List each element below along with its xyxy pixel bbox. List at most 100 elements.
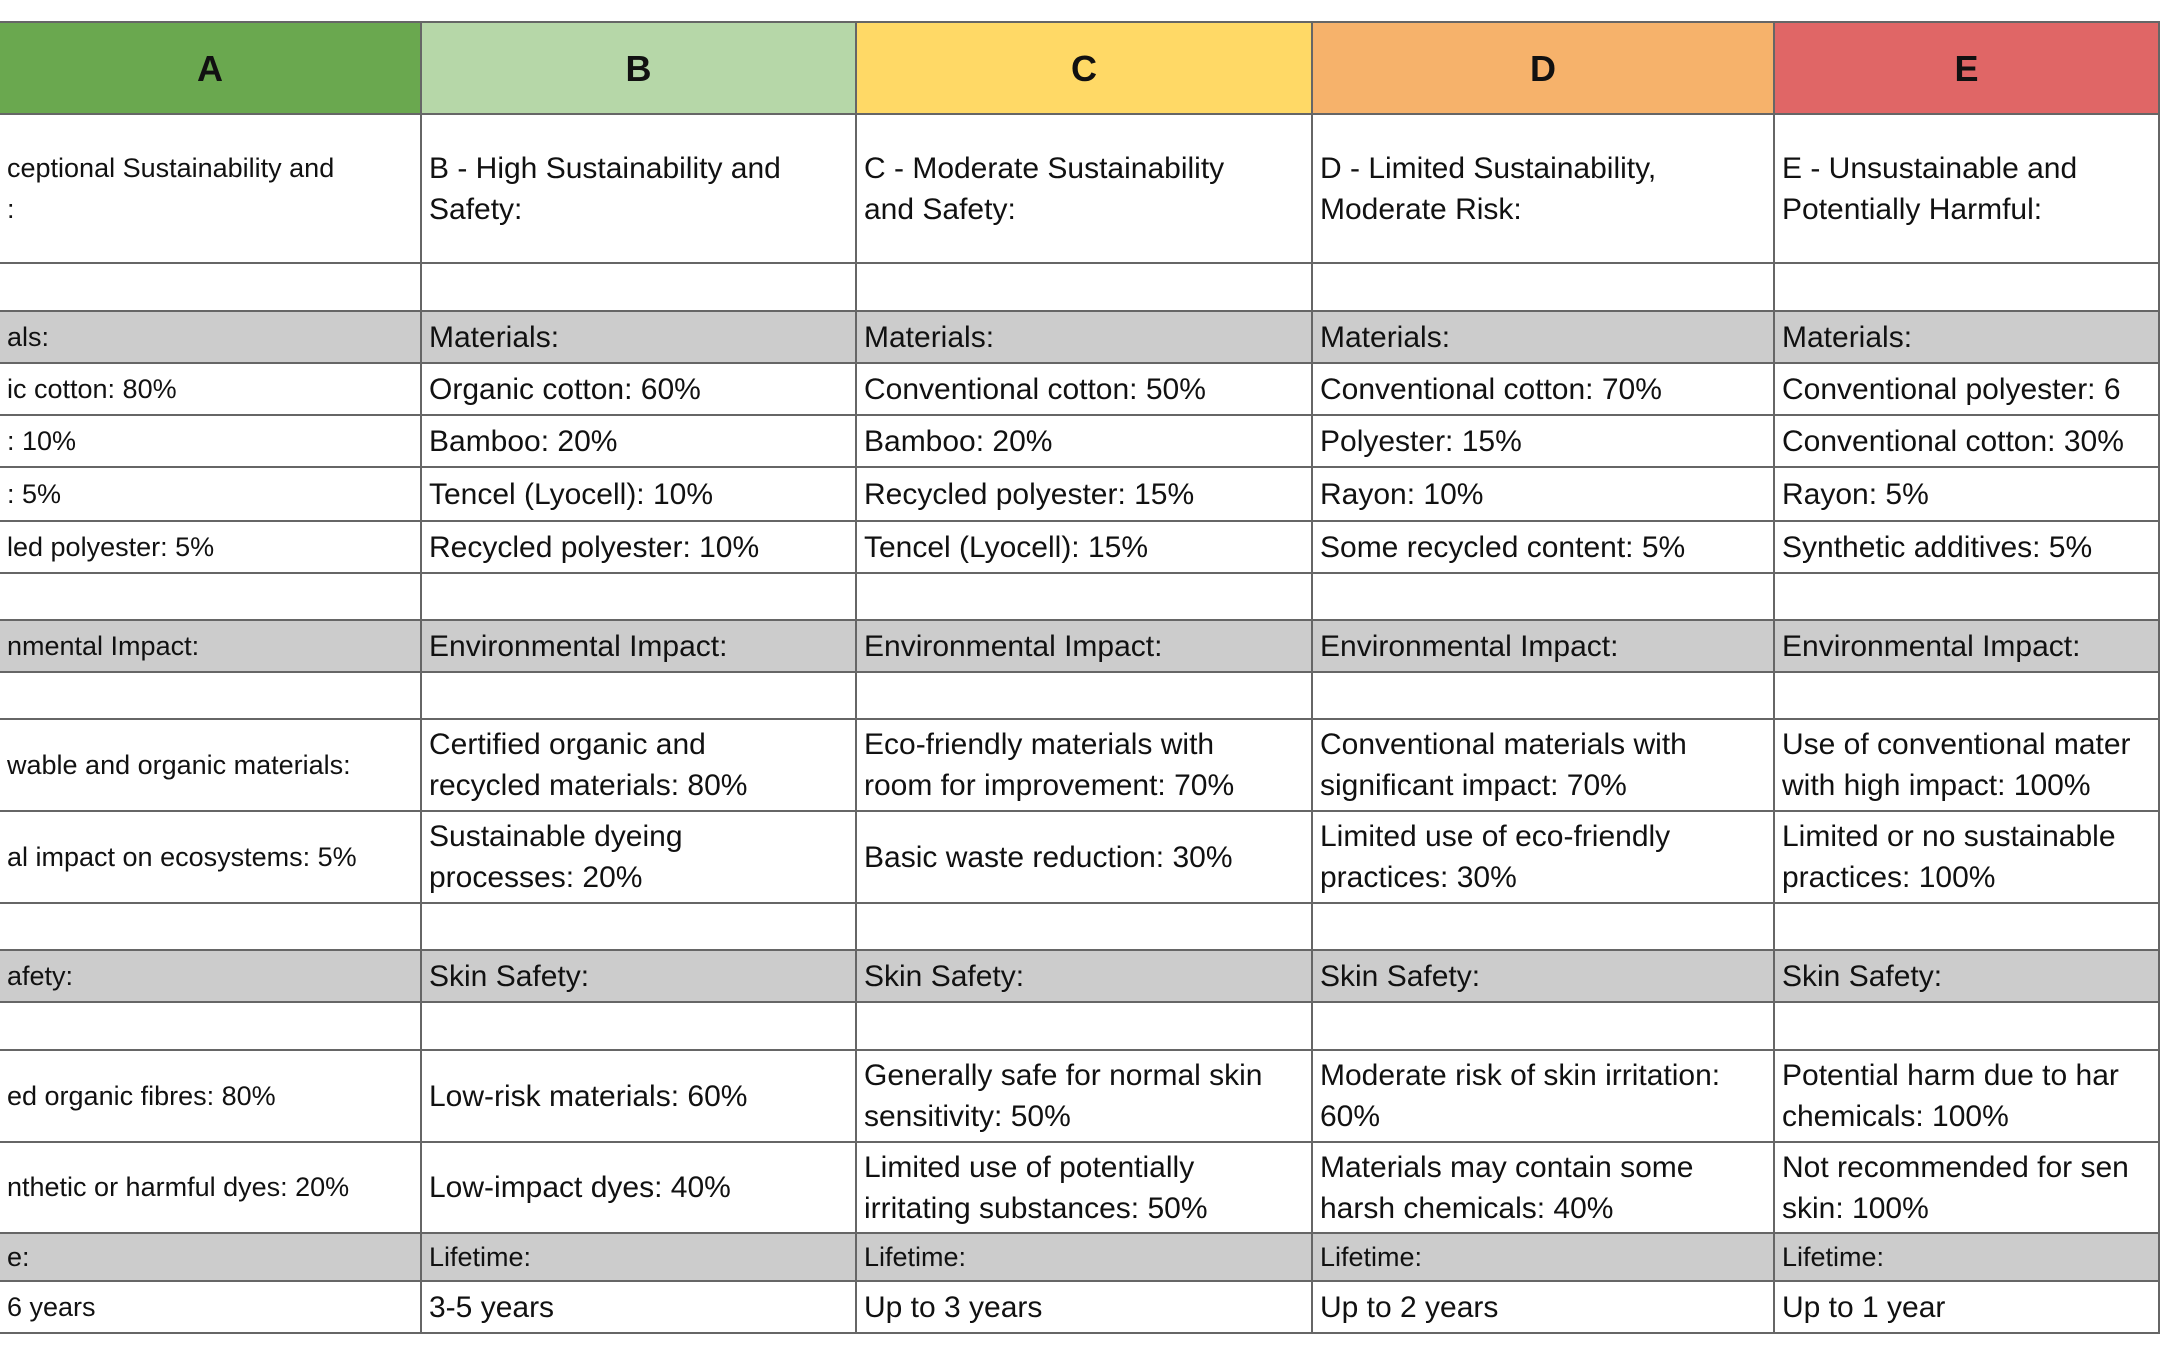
cell: Generally safe for normal skin sensitivi… bbox=[857, 1051, 1313, 1143]
cell: 3-5 years bbox=[422, 1282, 857, 1334]
cell: Conventional polyester: 6 bbox=[1775, 364, 2160, 416]
cell: Synthetic additives: 5% bbox=[1775, 522, 2160, 574]
cell: Some recycled content: 5% bbox=[1313, 522, 1775, 574]
cell: Certified organic and recycled materials… bbox=[422, 720, 857, 812]
cell: Limited or no sustainable practices: 100… bbox=[1775, 812, 2160, 904]
empty-cell bbox=[422, 574, 857, 621]
cell: Basic waste reduction: 30% bbox=[857, 812, 1313, 904]
empty-cell bbox=[1775, 574, 2160, 621]
section-cell: Materials: bbox=[857, 312, 1313, 364]
column-header: E bbox=[1775, 21, 2160, 115]
column-header: D bbox=[1313, 21, 1775, 115]
cell: Materials may contain some harsh chemica… bbox=[1313, 1143, 1775, 1234]
section-cell: Environmental Impact: bbox=[1775, 621, 2160, 673]
empty-cell bbox=[1313, 1003, 1775, 1051]
cell: Bamboo: 20% bbox=[857, 416, 1313, 468]
cell: B - High Sustainability and Safety: bbox=[422, 115, 857, 264]
column-header: A bbox=[0, 21, 422, 115]
cell: wable and organic materials: bbox=[0, 720, 422, 812]
cell: Not recommended for sen skin: 100% bbox=[1775, 1143, 2160, 1234]
empty-cell bbox=[857, 574, 1313, 621]
empty-cell bbox=[1775, 673, 2160, 720]
section-cell: nmental Impact: bbox=[0, 621, 422, 673]
cell: ed organic fibres: 80% bbox=[0, 1051, 422, 1143]
cell: D - Limited Sustainability, Moderate Ris… bbox=[1313, 115, 1775, 264]
empty-cell bbox=[1313, 673, 1775, 720]
section-cell: e: bbox=[0, 1234, 422, 1282]
section-cell: afety: bbox=[0, 951, 422, 1003]
cell: Conventional materials with significant … bbox=[1313, 720, 1775, 812]
cell: Use of conventional mater with high impa… bbox=[1775, 720, 2160, 812]
empty-cell bbox=[1775, 264, 2160, 312]
empty-cell bbox=[422, 264, 857, 312]
empty-cell bbox=[1313, 264, 1775, 312]
section-cell: Environmental Impact: bbox=[857, 621, 1313, 673]
empty-cell bbox=[422, 904, 857, 951]
empty-cell bbox=[0, 904, 422, 951]
cell: Up to 3 years bbox=[857, 1282, 1313, 1334]
cell: Tencel (Lyocell): 10% bbox=[422, 468, 857, 522]
cell: Polyester: 15% bbox=[1313, 416, 1775, 468]
cell: Limited use of potentially irritating su… bbox=[857, 1143, 1313, 1234]
cell: Low-risk materials: 60% bbox=[422, 1051, 857, 1143]
cell: Bamboo: 20% bbox=[422, 416, 857, 468]
cell: al impact on ecosystems: 5% bbox=[0, 812, 422, 904]
empty-cell bbox=[0, 1003, 422, 1051]
cell: 6 years bbox=[0, 1282, 422, 1334]
cell: Rayon: 5% bbox=[1775, 468, 2160, 522]
cell: : 10% bbox=[0, 416, 422, 468]
cell: Conventional cotton: 30% bbox=[1775, 416, 2160, 468]
empty-cell bbox=[1775, 904, 2160, 951]
section-cell: Lifetime: bbox=[422, 1234, 857, 1282]
column-header: B bbox=[422, 21, 857, 115]
section-cell: Lifetime: bbox=[1313, 1234, 1775, 1282]
section-cell: Lifetime: bbox=[1775, 1234, 2160, 1282]
empty-cell bbox=[422, 673, 857, 720]
empty-cell bbox=[857, 673, 1313, 720]
section-cell: Environmental Impact: bbox=[1313, 621, 1775, 673]
empty-cell bbox=[0, 673, 422, 720]
section-cell: Environmental Impact: bbox=[422, 621, 857, 673]
section-cell: Materials: bbox=[1313, 312, 1775, 364]
empty-cell bbox=[857, 264, 1313, 312]
cell: Rayon: 10% bbox=[1313, 468, 1775, 522]
cell: ceptional Sustainability and : bbox=[0, 115, 422, 264]
empty-cell bbox=[1775, 1003, 2160, 1051]
column-header: C bbox=[857, 21, 1313, 115]
cell: ic cotton: 80% bbox=[0, 364, 422, 416]
section-cell: Lifetime: bbox=[857, 1234, 1313, 1282]
section-cell: Skin Safety: bbox=[1775, 951, 2160, 1003]
cell: Conventional cotton: 70% bbox=[1313, 364, 1775, 416]
cell: C - Moderate Sustainability and Safety: bbox=[857, 115, 1313, 264]
section-cell: Materials: bbox=[422, 312, 857, 364]
section-cell: Skin Safety: bbox=[857, 951, 1313, 1003]
cell: E - Unsustainable and Potentially Harmfu… bbox=[1775, 115, 2160, 264]
section-cell: als: bbox=[0, 312, 422, 364]
cell: Low-impact dyes: 40% bbox=[422, 1143, 857, 1234]
cell: Up to 1 year bbox=[1775, 1282, 2160, 1334]
section-cell: Skin Safety: bbox=[422, 951, 857, 1003]
empty-cell bbox=[1313, 574, 1775, 621]
empty-cell bbox=[0, 264, 422, 312]
empty-cell bbox=[422, 1003, 857, 1051]
cell: nthetic or harmful dyes: 20% bbox=[0, 1143, 422, 1234]
section-cell: Materials: bbox=[1775, 312, 2160, 364]
empty-cell bbox=[857, 904, 1313, 951]
cell: Recycled polyester: 10% bbox=[422, 522, 857, 574]
cell: Up to 2 years bbox=[1313, 1282, 1775, 1334]
cell: Conventional cotton: 50% bbox=[857, 364, 1313, 416]
cell: Recycled polyester: 15% bbox=[857, 468, 1313, 522]
cell: led polyester: 5% bbox=[0, 522, 422, 574]
empty-cell bbox=[0, 574, 422, 621]
empty-cell bbox=[857, 1003, 1313, 1051]
section-cell: Skin Safety: bbox=[1313, 951, 1775, 1003]
cell: Tencel (Lyocell): 15% bbox=[857, 522, 1313, 574]
cell: Limited use of eco-friendly practices: 3… bbox=[1313, 812, 1775, 904]
cell: Moderate risk of skin irritation: 60% bbox=[1313, 1051, 1775, 1143]
cell: Eco-friendly materials with room for imp… bbox=[857, 720, 1313, 812]
empty-cell bbox=[1313, 904, 1775, 951]
cell: : 5% bbox=[0, 468, 422, 522]
cell: Sustainable dyeing processes: 20% bbox=[422, 812, 857, 904]
cell: Potential harm due to har chemicals: 100… bbox=[1775, 1051, 2160, 1143]
